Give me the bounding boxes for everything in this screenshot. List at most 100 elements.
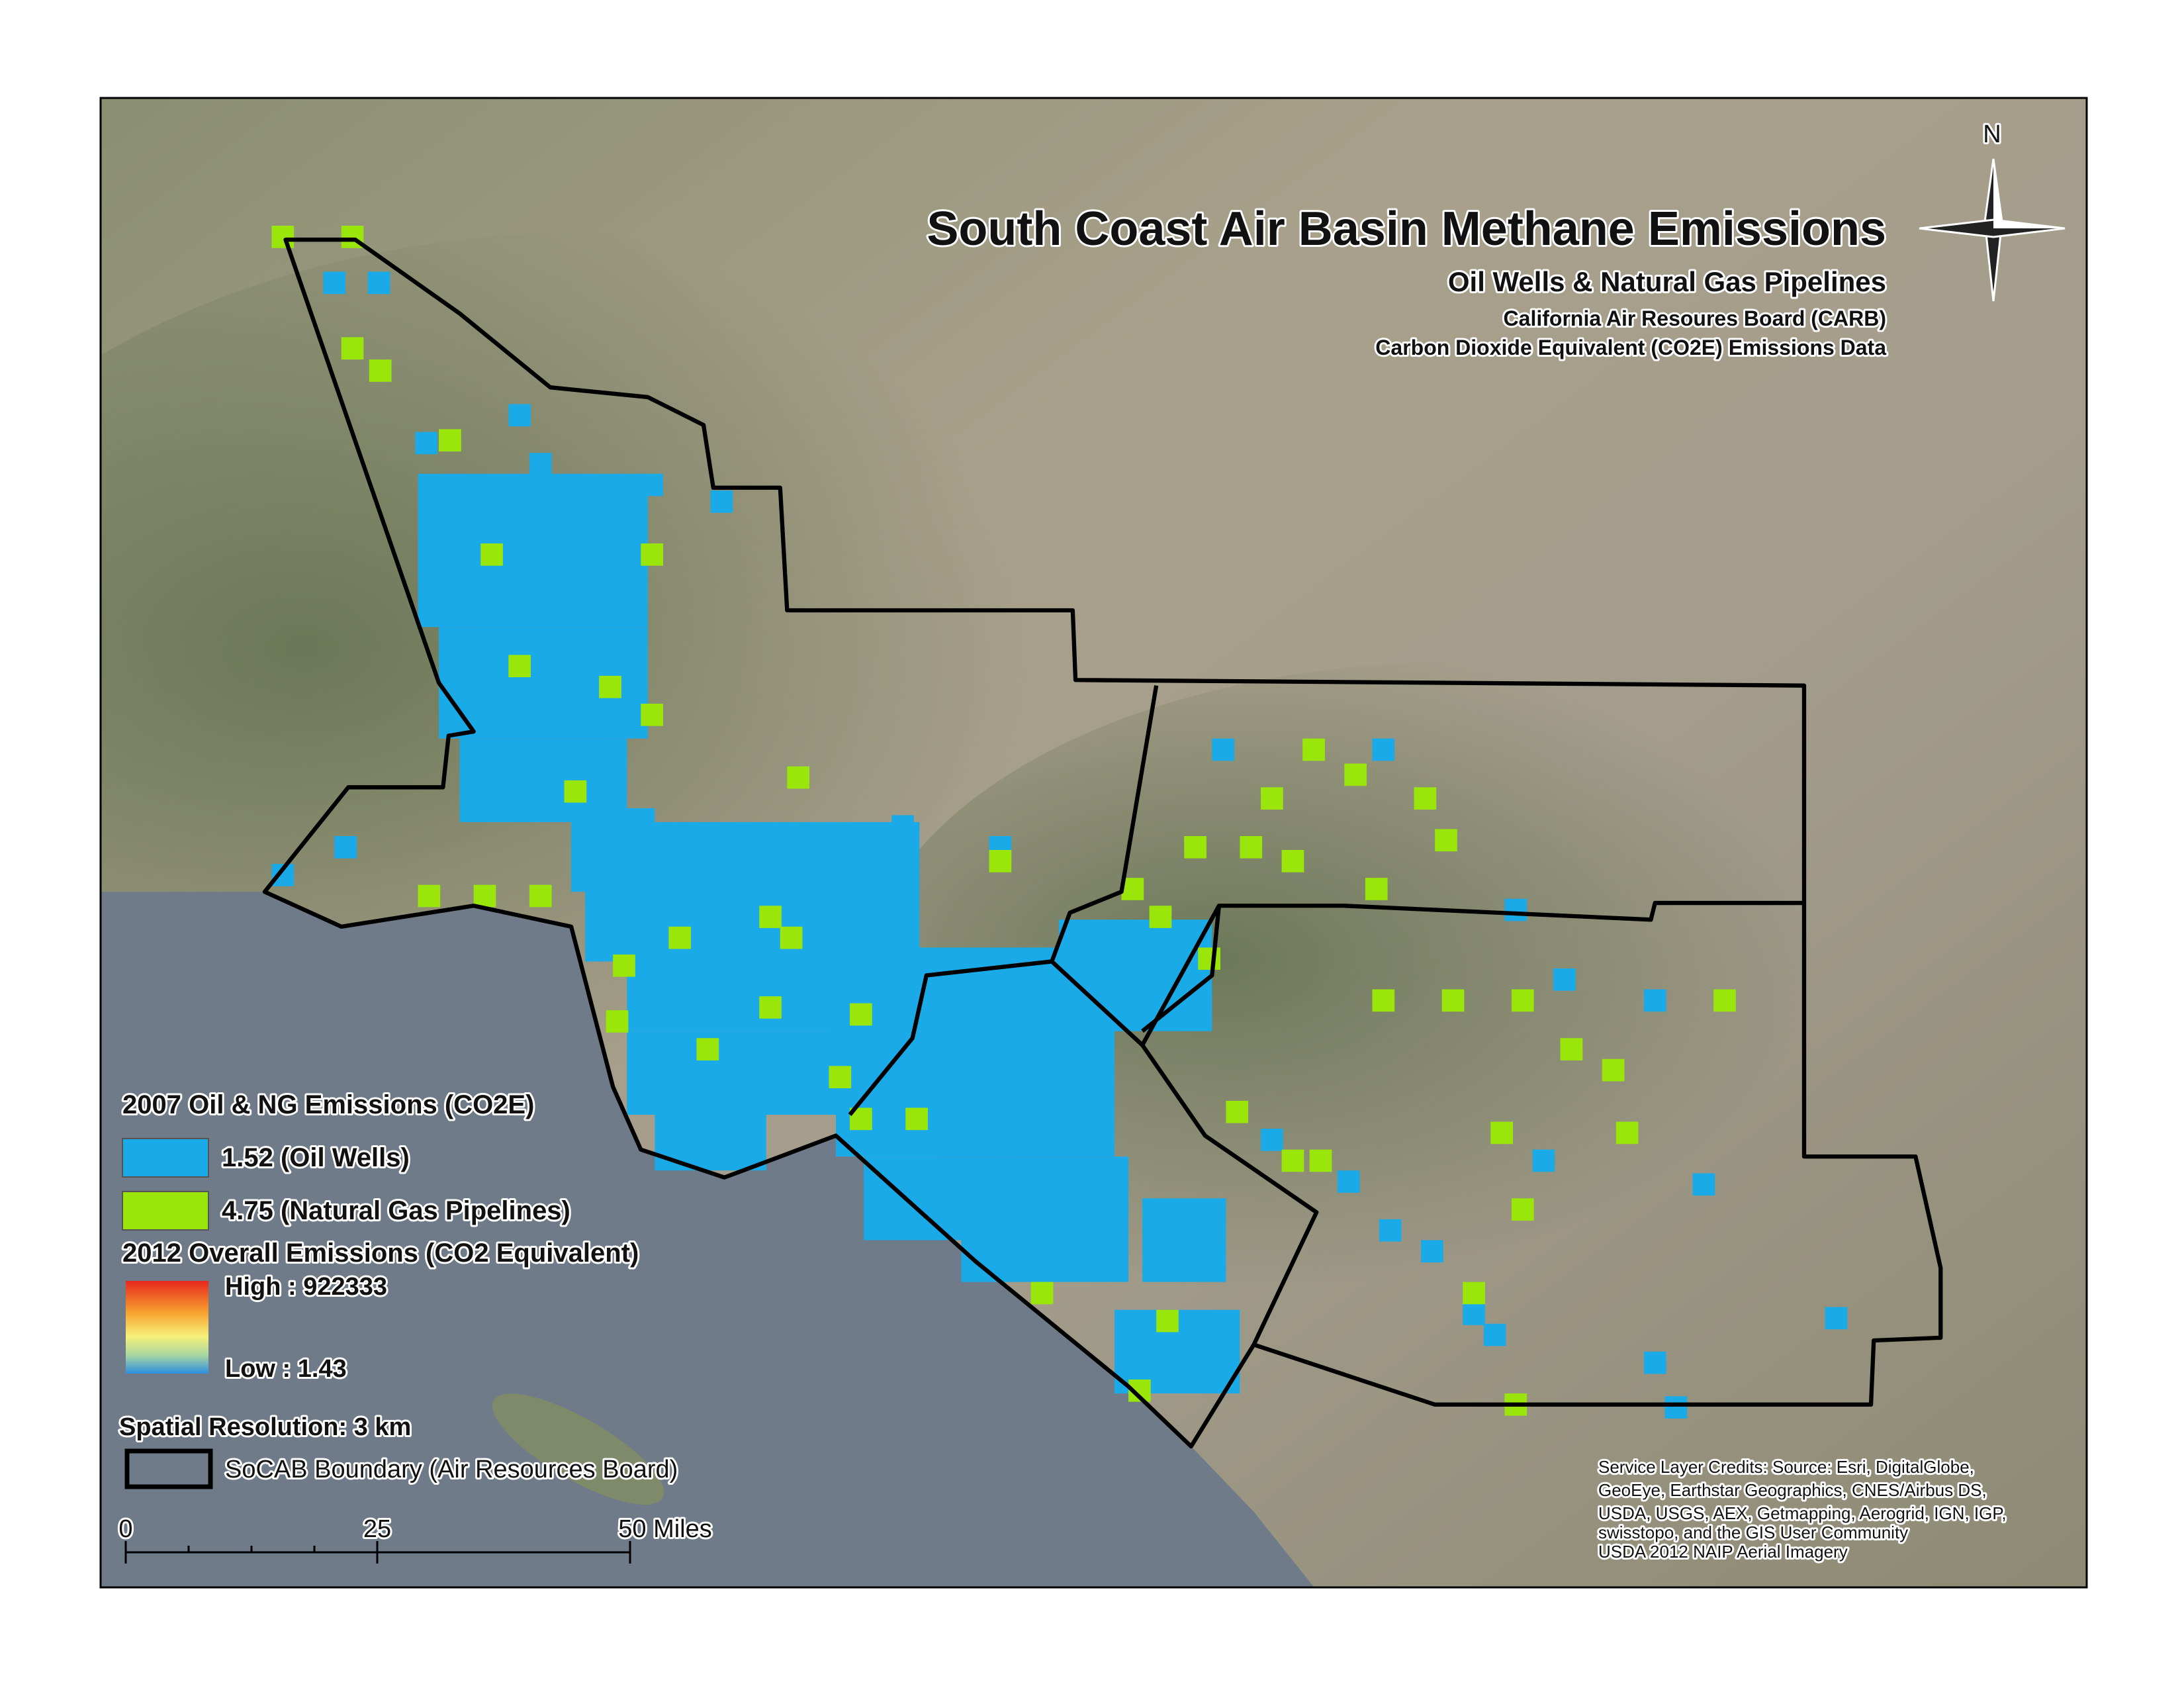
- grid-cell: [1441, 989, 1465, 1012]
- grid-cell: [696, 1038, 719, 1060]
- grid-cell: [415, 432, 437, 455]
- grid-cell: [1825, 1307, 1848, 1330]
- north-label: N: [1983, 120, 2001, 148]
- legend-label: 1.52 (Oil Wells): [222, 1143, 410, 1172]
- grid-cell: [1156, 1309, 1179, 1333]
- ramp-low: Low : 1.43: [225, 1355, 347, 1383]
- grid-cell: [1365, 878, 1388, 900]
- grid-cell: [323, 271, 346, 295]
- resolution: Spatial Resolution: 3 km: [119, 1413, 411, 1441]
- legend-label: 4.75 (Natural Gas Pipelines): [222, 1196, 570, 1225]
- grid-cell: [1184, 836, 1206, 859]
- grid-cell: [418, 884, 441, 908]
- legend-swatch: [122, 1191, 209, 1231]
- grid-cell: [1142, 1198, 1226, 1282]
- grid-cell: [1281, 1149, 1304, 1172]
- grid-cell: [529, 453, 552, 475]
- grid-cell: [759, 906, 782, 928]
- grid-cell: [1212, 738, 1235, 761]
- grid-cell: [508, 404, 531, 427]
- scale-label: 0: [118, 1515, 132, 1543]
- color-ramp: [126, 1281, 208, 1374]
- legend-title: 2007 Oil & NG Emissions (CO2E): [122, 1090, 534, 1119]
- grid-cell: [585, 821, 920, 962]
- credit-line: swisstopo, and the GIS User Community: [1598, 1523, 1908, 1542]
- geo: [101, 226, 1943, 1587]
- grid-cell: [1344, 763, 1367, 786]
- grid-cell: [1372, 738, 1395, 761]
- grid-cell: [1058, 919, 1212, 1031]
- grid-cells: [271, 226, 1848, 1419]
- grid-cell: [787, 766, 810, 789]
- grid-cell: [473, 884, 496, 908]
- legend: 2007 Oil & NG Emissions (CO2E) 1.52 (Oil…: [117, 1088, 680, 1489]
- grid-cell: [564, 780, 587, 803]
- ramp-high: High : 922333: [225, 1273, 387, 1301]
- grid-cell: [759, 996, 782, 1019]
- ocean: [101, 892, 1314, 1587]
- grid-cell: [1030, 1282, 1054, 1305]
- grid-cell: [710, 490, 733, 513]
- grid-cell: [641, 704, 663, 726]
- grid-cell: [1615, 1121, 1639, 1145]
- grid-cell: [905, 1107, 928, 1131]
- grid-cell: [439, 429, 461, 452]
- grid-cell: [1664, 1396, 1688, 1419]
- grid-cell: [1560, 1038, 1583, 1060]
- map-area: [101, 98, 2087, 1587]
- subtitle: Oil Wells & Natural Gas Pipelines: [1448, 266, 1886, 297]
- scale-bar: 0 25 50 Miles: [116, 1513, 714, 1564]
- grid-cell: [1240, 836, 1263, 859]
- grid-cell: [369, 359, 392, 382]
- grid-cell: [1421, 1240, 1443, 1263]
- grid-cell: [668, 926, 692, 949]
- grid-cell: [613, 954, 635, 977]
- grid-cell: [1643, 989, 1666, 1012]
- credit-line: Service Layer Credits: Source: Esri, Dig…: [1598, 1457, 1974, 1477]
- grid-cell: [627, 1031, 864, 1115]
- grid-cell: [1149, 906, 1172, 928]
- grid-cell: [1337, 1170, 1360, 1193]
- grid-cell: [480, 543, 503, 566]
- grid-cell: [655, 1115, 766, 1171]
- credits: Service Layer Credits: Source: Esri, Dig…: [1596, 1455, 2009, 1564]
- legend-title: 2012 Overall Emissions (CO2 Equivalent): [122, 1239, 639, 1268]
- grid-cell: [1281, 850, 1304, 872]
- grid-cell: [1261, 1129, 1283, 1151]
- grid-cell: [989, 850, 1012, 872]
- grid-cell: [1483, 1323, 1506, 1346]
- grid-cell: [1511, 1198, 1534, 1221]
- grid-cell: [780, 926, 803, 949]
- grid-cell: [1414, 787, 1437, 810]
- grid-cell: [1463, 1282, 1485, 1305]
- credit-line: USDA 2012 NAIP Aerial Imagery: [1598, 1542, 1848, 1562]
- grid-cell: [1379, 1219, 1402, 1242]
- credit-line: GeoEye, Earthstar Geographics, CNES/Airb…: [1598, 1480, 1987, 1500]
- grid-cell: [1372, 989, 1395, 1012]
- grid-cell: [1713, 989, 1736, 1012]
- grid-cell: [367, 271, 390, 295]
- grid-cell: [1261, 787, 1283, 810]
- grid-cell: [1309, 1149, 1332, 1172]
- boundary-label: SoCAB Boundary (Air Resources Board): [225, 1456, 678, 1483]
- grid-cell: [1602, 1058, 1625, 1082]
- title: South Coast Air Basin Methane Emissions: [927, 203, 1886, 256]
- grid-cell: [599, 675, 621, 698]
- grid-cell: [606, 1010, 629, 1033]
- grid-cell: [529, 884, 552, 908]
- grid-cell: [641, 543, 663, 566]
- grid-cell: [1463, 1303, 1485, 1325]
- grid-cell: [1435, 829, 1457, 852]
- grid-cell: [1504, 898, 1527, 921]
- grid-cell: [1511, 989, 1534, 1012]
- grid-cell: [341, 337, 364, 360]
- source-line: California Air Resoures Board (CARB): [1504, 306, 1886, 330]
- scale-label: 50 Miles: [618, 1515, 712, 1543]
- north-arrow: N: [1919, 118, 2066, 302]
- grid-cell: [1490, 1121, 1514, 1145]
- grid-cell: [1302, 738, 1325, 761]
- grid-cell: [1643, 1351, 1666, 1374]
- grid-cell: [1692, 1173, 1715, 1196]
- credit-line: USDA, USGS, AEX, Getmapping, Aerogrid, I…: [1598, 1503, 2007, 1523]
